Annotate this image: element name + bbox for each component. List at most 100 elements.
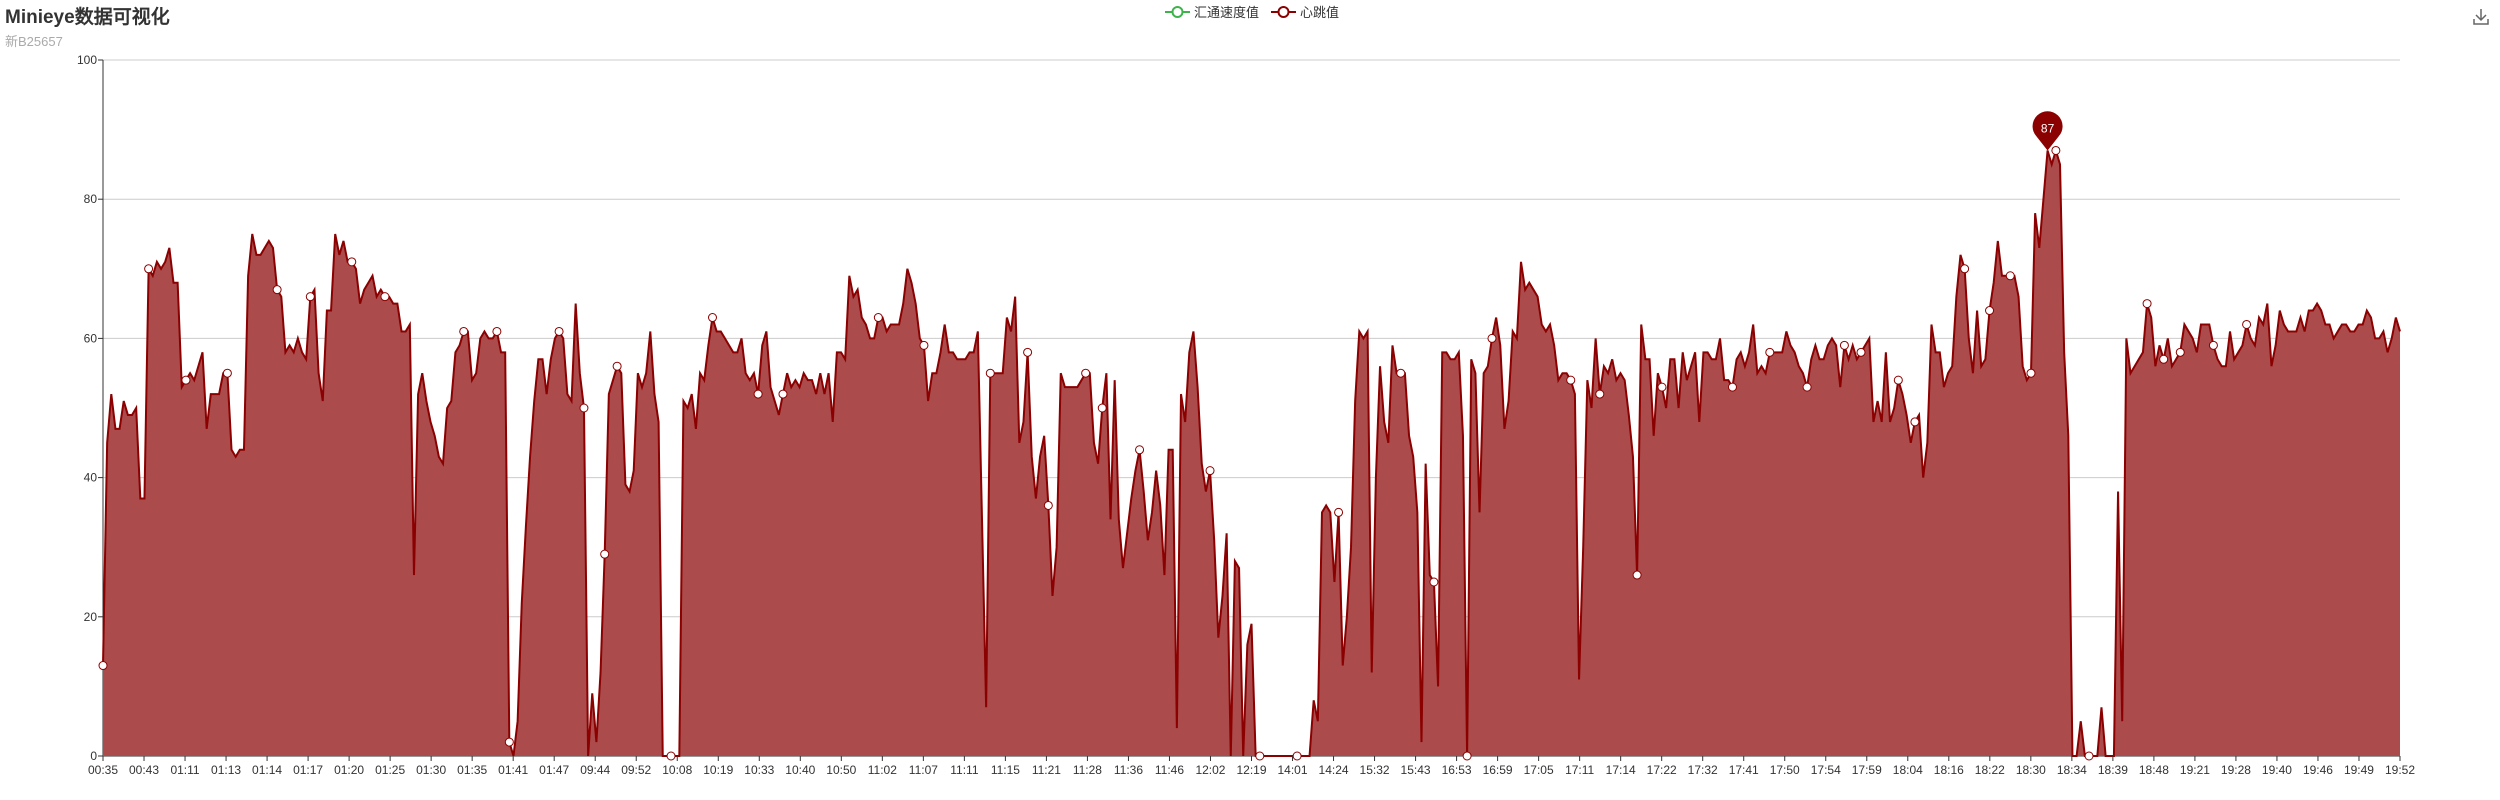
- data-point-marker: [554, 326, 564, 336]
- x-tick-label: 15:43: [1401, 763, 1431, 777]
- x-tick-label: 11:07: [909, 763, 938, 777]
- x-tick-label: 16:53: [1442, 763, 1472, 777]
- x-tick-label: 00:35: [88, 763, 118, 777]
- x-tick-label: 01:20: [334, 763, 364, 777]
- series-area-heartbeat: [103, 150, 2400, 757]
- x-tick-label: 11:46: [1155, 763, 1184, 777]
- x-tick-label: 01:30: [416, 763, 446, 777]
- x-tick-label: 01:35: [457, 763, 487, 777]
- chart-subtitle: 新B25657: [5, 34, 63, 49]
- x-tick-label: 18:22: [1975, 763, 2005, 777]
- x-tick-label: 09:44: [580, 763, 610, 777]
- data-point-marker: [347, 257, 357, 267]
- chart-legend: 汇通速度值 心跳值: [1165, 2, 1351, 21]
- max-value-label: 87: [2041, 121, 2055, 135]
- data-point-marker: [778, 389, 788, 399]
- x-tick-label: 11:28: [1073, 763, 1102, 777]
- x-tick-label: 17:11: [1565, 763, 1594, 777]
- legend-label-heartbeat: 心跳值: [1300, 5, 1340, 20]
- x-tick-label: 01:13: [211, 763, 241, 777]
- data-point-marker: [1255, 751, 1265, 761]
- data-point-marker: [305, 292, 315, 302]
- data-point-marker: [2026, 368, 2036, 378]
- data-point-marker: [1081, 368, 1091, 378]
- data-point-marker: [2208, 340, 2218, 350]
- x-tick-label: 01:11: [170, 763, 199, 777]
- y-tick-label: 0: [90, 749, 97, 763]
- legend-line-circle-icon: [1165, 5, 1190, 18]
- x-tick-label: 10:50: [826, 763, 856, 777]
- data-point-marker: [1205, 466, 1215, 476]
- data-point-marker: [222, 368, 232, 378]
- data-point-marker: [753, 389, 763, 399]
- data-point-marker: [1097, 403, 1107, 413]
- y-tick-label: 20: [84, 610, 98, 624]
- x-tick-label: 18:04: [1893, 763, 1923, 777]
- chart-title: Minieye数据可视化: [5, 7, 170, 28]
- x-tick-label: 01:25: [375, 763, 405, 777]
- y-tick-label: 60: [84, 331, 98, 345]
- data-point-marker: [1396, 368, 1406, 378]
- data-point-marker: [1985, 306, 1995, 316]
- data-point-marker: [1839, 340, 1849, 350]
- x-tick-label: 12:02: [1195, 763, 1225, 777]
- data-point-marker: [2142, 299, 2152, 309]
- legend-line-circle-icon: [1271, 5, 1297, 18]
- x-tick-label: 10:40: [785, 763, 815, 777]
- x-tick-label: 17:22: [1647, 763, 1677, 777]
- data-point-marker: [492, 326, 502, 336]
- x-tick-label: 09:52: [621, 763, 651, 777]
- data-point-marker: [1632, 570, 1642, 580]
- data-point-marker: [1043, 500, 1053, 510]
- data-point-marker: [873, 313, 883, 323]
- data-point-marker: [1429, 577, 1439, 587]
- x-tick-label: 11:21: [1032, 763, 1061, 777]
- data-point-marker: [1657, 382, 1667, 392]
- x-tick-label: 10:33: [744, 763, 774, 777]
- x-tick-label: 11:11: [950, 763, 979, 777]
- x-tick-label: 19:28: [2221, 763, 2251, 777]
- data-point-marker: [1856, 347, 1866, 357]
- data-point-marker: [2084, 751, 2094, 761]
- data-point-marker: [1292, 751, 1302, 761]
- x-tick-label: 11:15: [991, 763, 1020, 777]
- x-tick-label: 18:39: [2098, 763, 2128, 777]
- x-tick-label: 17:59: [1852, 763, 1882, 777]
- x-tick-label: 19:46: [2303, 763, 2333, 777]
- data-point-marker: [1910, 417, 1920, 427]
- x-tick-label: 17:54: [1811, 763, 1841, 777]
- download-icon[interactable]: [2471, 7, 2491, 27]
- x-tick-label: 17:14: [1606, 763, 1636, 777]
- x-tick-label: 00:43: [129, 763, 159, 777]
- data-point-marker: [579, 403, 589, 413]
- data-point-marker: [272, 285, 282, 295]
- x-tick-label: 17:50: [1770, 763, 1800, 777]
- data-point-marker: [1960, 264, 1970, 274]
- data-point-marker: [2242, 319, 2252, 329]
- data-point-marker: [612, 361, 622, 371]
- x-tick-label: 01:17: [293, 763, 323, 777]
- x-tick-label: 18:34: [2057, 763, 2087, 777]
- x-tick-label: 19:21: [2180, 763, 2210, 777]
- x-tick-label: 15:32: [1360, 763, 1390, 777]
- x-tick-label: 01:14: [252, 763, 282, 777]
- data-point-marker: [2175, 347, 2185, 357]
- data-point-marker: [707, 313, 717, 323]
- data-point-marker: [1487, 333, 1497, 343]
- data-point-marker: [1802, 382, 1812, 392]
- data-point-marker: [504, 737, 514, 747]
- legend-label-speed: 汇通速度值: [1194, 5, 1260, 20]
- x-tick-label: 17:41: [1729, 763, 1759, 777]
- x-tick-label: 19:40: [2262, 763, 2292, 777]
- data-point-marker: [666, 751, 676, 761]
- data-point-marker: [144, 264, 154, 274]
- x-tick-label: 19:49: [2344, 763, 2374, 777]
- y-tick-label: 40: [84, 471, 98, 485]
- data-point-marker: [985, 368, 995, 378]
- max-value-pin: [2032, 111, 2063, 151]
- series-line-heartbeat: [102, 146, 2401, 757]
- x-tick-label: 01:47: [539, 763, 569, 777]
- legend-item-speed[interactable]: 汇通速度值: [1165, 2, 1259, 21]
- legend-item-heartbeat[interactable]: 心跳值: [1271, 2, 1339, 21]
- x-tick-label: 18:16: [1934, 763, 1964, 777]
